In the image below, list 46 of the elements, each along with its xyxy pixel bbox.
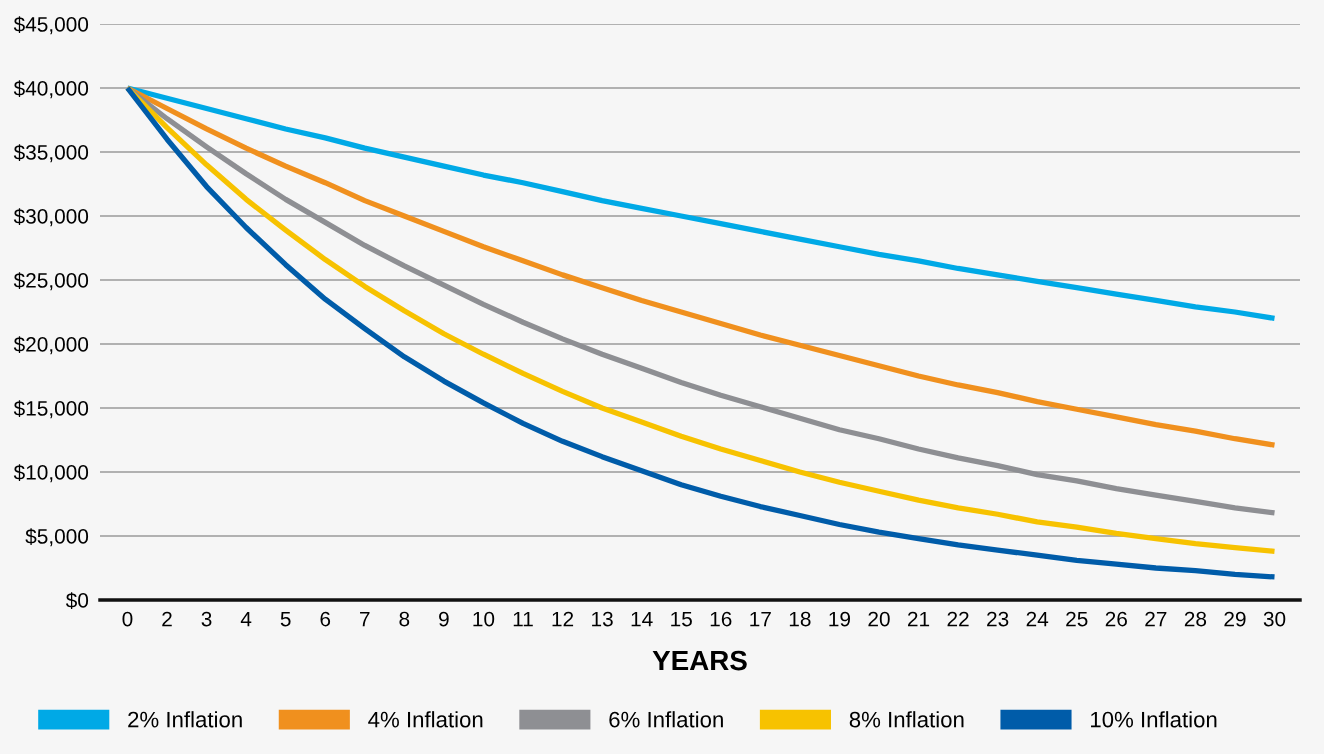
y-tick-label: $40,000 (13, 80, 89, 99)
x-tick-label: 27 (1145, 611, 1167, 627)
x-tick-label: 6 (320, 611, 331, 627)
x-tick-label: 4 (240, 611, 252, 627)
x-tick-label: 28 (1184, 611, 1207, 627)
x-tick-label: 15 (671, 611, 692, 627)
x-tick-label: 17 (750, 611, 771, 627)
x-tick-label: 30 (1263, 611, 1286, 627)
x-tick-label: 10 (473, 611, 495, 627)
x-tick-label: 12 (552, 611, 574, 627)
x-tick-label: 21 (907, 611, 930, 627)
x-tick-label: 16 (710, 611, 732, 627)
x-tick-label: 19 (829, 611, 851, 627)
x-tick-label: 29 (1224, 611, 1246, 627)
x-tick-label: 20 (868, 611, 890, 627)
y-tick-label: $15,000 (13, 400, 89, 419)
x-tick-label: 9 (439, 611, 449, 627)
x-tick-label: 13 (592, 611, 613, 627)
x-tick-label: 18 (789, 611, 811, 627)
y-tick-label: $5,000 (25, 528, 89, 547)
x-tick-label: 2 (162, 611, 172, 627)
x-tick-label: 26 (1105, 611, 1127, 627)
x-tick-label: 7 (360, 611, 370, 627)
legend-label: 6% Inflation (609, 711, 723, 728)
x-tick-label: 25 (1066, 611, 1088, 627)
y-tick-label: $20,000 (13, 336, 89, 355)
x-tick-label: 24 (1026, 611, 1049, 627)
y-tick-label: $0 (65, 592, 89, 609)
x-tick-label: 5 (280, 611, 291, 627)
x-tick-label: 23 (987, 611, 1009, 627)
x-axis-title: YEARS (652, 650, 747, 671)
x-tick-label: 8 (399, 611, 410, 627)
y-tick-label: $35,000 (13, 144, 89, 163)
x-tick-label: 3 (201, 611, 212, 627)
legend-label: 8% Inflation (849, 711, 964, 728)
y-tick-label: $10,000 (13, 464, 89, 483)
y-tick-label: $30,000 (13, 208, 89, 227)
x-tick-label: 14 (631, 611, 653, 627)
y-tick-label: $25,000 (13, 272, 89, 291)
legend-label: 10% Inflation (1091, 711, 1217, 728)
x-tick-label: 22 (947, 611, 969, 627)
legend-label: 2% Inflation (128, 711, 242, 728)
x-tick-label: 11 (513, 611, 533, 627)
y-tick-label: $45,000 (13, 16, 89, 35)
x-tick-label: 0 (122, 611, 133, 627)
legend-label: 4% Inflation (368, 711, 483, 728)
